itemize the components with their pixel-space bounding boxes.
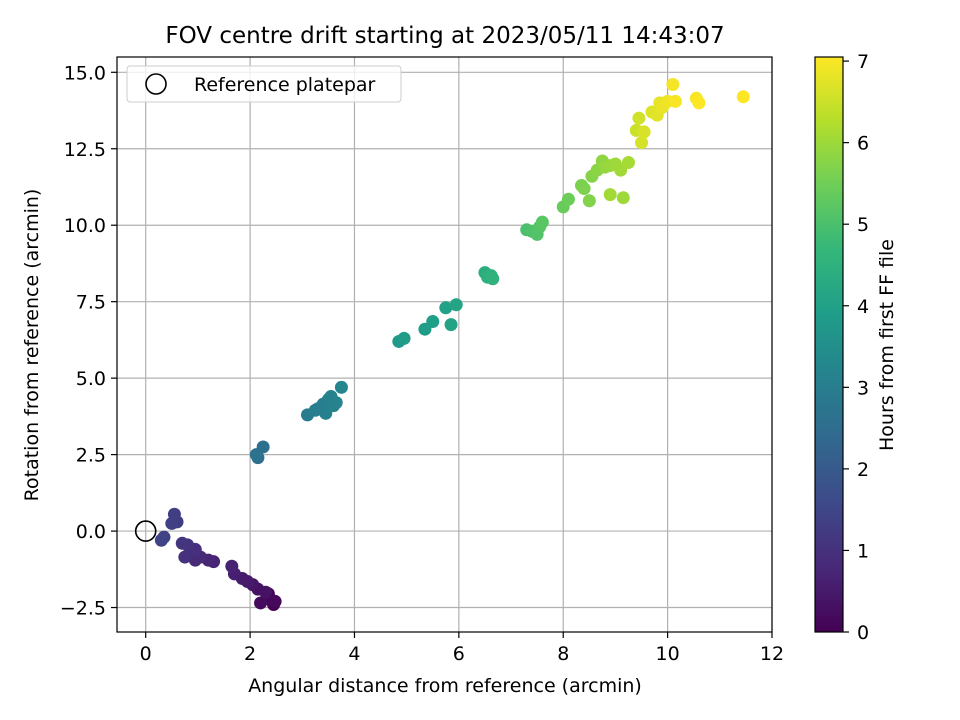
legend-entry-label: Reference platepar — [194, 74, 376, 96]
data-point — [736, 90, 750, 104]
y-tick-label: 7.5 — [76, 292, 106, 314]
colorbar-tick-label: 3 — [857, 377, 869, 399]
x-axis-ticks: 0 2 4 6 8 10 12 — [140, 632, 784, 665]
x-axis-label: Angular distance from reference (arcmin) — [248, 675, 642, 697]
data-point — [327, 399, 341, 413]
colorbar-tick-label: 6 — [857, 133, 869, 155]
x-tick-label: 0 — [140, 643, 152, 665]
data-point — [632, 111, 646, 125]
grid — [117, 57, 773, 632]
y-tick-label: 2.5 — [76, 445, 106, 467]
legend: Reference platepar — [126, 65, 402, 103]
data-point — [175, 536, 189, 550]
data-point — [449, 298, 463, 312]
data-point — [561, 192, 575, 206]
data-point — [178, 550, 192, 564]
reference-platepar-marker — [134, 520, 157, 542]
colorbar-label: Hours from first FF file — [876, 239, 898, 451]
legend-box — [126, 65, 402, 103]
data-point — [637, 125, 651, 139]
x-tick-label: 10 — [656, 643, 680, 665]
y-axis-label: Rotation from reference (arcmin) — [21, 189, 43, 502]
x-tick-label: 12 — [760, 643, 784, 665]
y-tick-label: −2.5 — [60, 598, 106, 620]
colorbar — [814, 56, 844, 633]
data-point — [426, 315, 440, 329]
data-point — [621, 156, 635, 170]
data-point — [616, 191, 630, 205]
data-point — [666, 78, 680, 92]
data-point — [254, 596, 268, 610]
data-point — [668, 94, 682, 108]
x-tick-label: 2 — [244, 643, 256, 665]
data-point — [635, 136, 649, 150]
data-point — [582, 194, 596, 208]
legend-marker-icon — [145, 73, 167, 95]
data-point — [692, 96, 706, 110]
plot-frame — [116, 56, 773, 633]
data-point — [334, 380, 348, 394]
data-point — [225, 559, 239, 573]
data-points — [154, 78, 750, 611]
x-tick-label: 6 — [453, 643, 465, 665]
data-point — [577, 182, 591, 196]
data-point — [154, 533, 168, 547]
data-point — [439, 301, 453, 315]
data-point — [603, 188, 617, 202]
y-tick-label: 5.0 — [76, 368, 106, 390]
y-tick-label: 0.0 — [76, 521, 106, 543]
colorbar-tick-label: 0 — [857, 622, 869, 644]
data-point — [165, 516, 179, 530]
y-tick-label: 10.0 — [64, 215, 106, 237]
y-axis-ticks: −2.5 0.0 2.5 5.0 7.5 10.0 12.5 15.0 — [60, 62, 117, 620]
data-point — [311, 402, 325, 416]
data-point — [268, 594, 282, 608]
data-point — [486, 272, 500, 286]
data-point — [535, 215, 549, 229]
data-point — [444, 318, 458, 332]
colorbar-tick-label: 7 — [857, 51, 869, 73]
data-point — [259, 585, 273, 599]
colorbar-tick-label: 5 — [857, 214, 869, 236]
data-point — [397, 331, 411, 345]
chart-title: FOV centre drift starting at 2023/05/11 … — [165, 23, 724, 49]
colorbar-tick-label: 2 — [857, 459, 869, 481]
x-tick-label: 4 — [348, 643, 360, 665]
colorbar-ticks: 0 1 2 3 4 5 6 7 — [843, 51, 869, 644]
y-tick-label: 15.0 — [64, 62, 106, 84]
data-point — [249, 448, 263, 462]
y-tick-label: 12.5 — [64, 139, 106, 161]
x-tick-label: 8 — [557, 643, 569, 665]
colorbar-tick-label: 4 — [857, 296, 869, 318]
colorbar-tick-label: 1 — [857, 540, 869, 562]
